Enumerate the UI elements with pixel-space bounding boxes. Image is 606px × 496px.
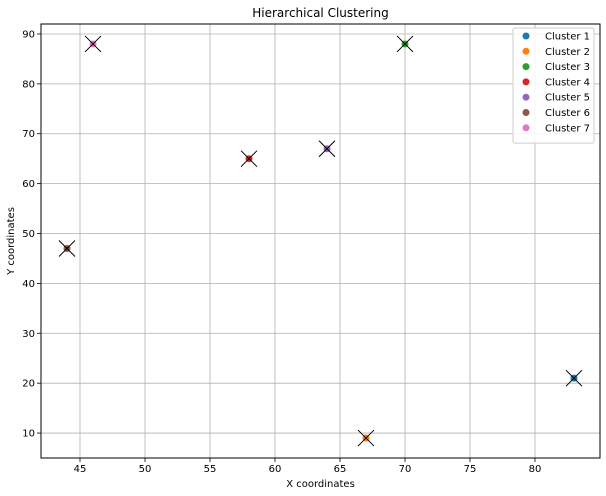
legend-box [512, 27, 595, 144]
centroid-marker [565, 369, 583, 387]
x-tick-label: 70 [399, 464, 412, 475]
legend-marker [522, 63, 530, 71]
centroid-stroke [318, 140, 336, 158]
y-tick-label: 40 [22, 279, 35, 290]
y-tick-label: 60 [22, 179, 35, 190]
legend-marker [522, 93, 530, 101]
x-tick-label: 60 [269, 464, 282, 475]
centroid-marker [240, 150, 258, 168]
centroid-marker [318, 140, 336, 158]
y-tick-label: 20 [22, 379, 35, 390]
legend-marker [522, 32, 530, 40]
legend-label: Cluster 3 [545, 62, 590, 73]
x-tick-label: 45 [74, 464, 87, 475]
x-tick-label: 80 [529, 464, 542, 475]
legend-label: Cluster 1 [545, 32, 590, 43]
y-tick-label: 10 [22, 429, 35, 440]
centroid-marker [396, 35, 414, 53]
legend-marker [522, 47, 530, 55]
legend-label: Cluster 2 [545, 47, 590, 58]
x-axis-ticks: 45 50 55 60 65 70 75 80 [74, 458, 542, 475]
centroid-markers [58, 35, 583, 447]
chart-title: Hierarchical Clustering [252, 6, 388, 20]
legend-label: Cluster 7 [545, 123, 590, 134]
legend-marker [522, 109, 530, 116]
centroid-marker [58, 240, 76, 257]
x-axis-label: X coordinates [286, 479, 355, 490]
legend-marker [522, 78, 530, 86]
centroid-stroke [396, 35, 414, 53]
centroid-stroke [565, 369, 583, 387]
centroid-stroke [357, 429, 375, 447]
y-axis-ticks: 10 20 30 40 50 60 70 80 90 [22, 29, 41, 440]
legend-label: Cluster 4 [545, 77, 590, 88]
y-tick-label: 30 [22, 329, 35, 340]
centroid-marker [84, 35, 102, 53]
legend: Cluster 1 Cluster 2 Cluster 3 Cluster 4 Clus… [512, 27, 595, 144]
centroid-stroke [58, 240, 76, 257]
centroid-stroke [84, 35, 102, 53]
x-tick-label: 55 [204, 464, 217, 475]
x-tick-label: 50 [139, 464, 152, 475]
x-tick-label: 65 [334, 464, 347, 475]
centroid-marker [357, 429, 375, 447]
legend-label: Cluster 5 [545, 93, 590, 104]
x-tick-label: 75 [464, 464, 477, 475]
y-tick-label: 90 [22, 29, 35, 40]
y-tick-label: 70 [22, 129, 35, 140]
y-tick-label: 80 [22, 79, 35, 90]
plot-frame [40, 23, 601, 459]
legend-label: Cluster 6 [545, 108, 590, 119]
y-axis-label: Y coordinates [6, 207, 17, 276]
y-tick-label: 50 [22, 229, 35, 240]
centroid-stroke [240, 150, 258, 168]
legend-marker [522, 124, 530, 132]
